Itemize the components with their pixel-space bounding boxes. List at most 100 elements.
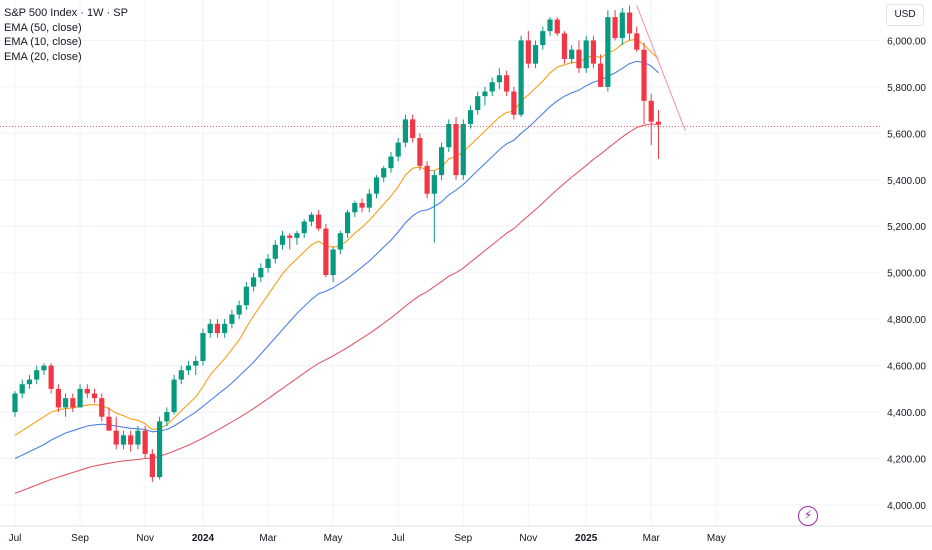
candle xyxy=(583,35,589,73)
ema-50-polyline xyxy=(14,123,659,494)
candle-body xyxy=(63,398,69,408)
candle xyxy=(330,247,336,282)
candle xyxy=(569,45,575,64)
candle xyxy=(222,319,228,338)
symbol-title[interactable]: S&P 500 Index · 1W · SP xyxy=(4,7,128,19)
candle xyxy=(467,105,474,129)
candle-body xyxy=(70,398,76,408)
candle-body xyxy=(655,121,662,125)
candle xyxy=(590,35,596,69)
candle-body xyxy=(460,124,466,176)
candle-body xyxy=(525,40,531,64)
candle-body xyxy=(337,233,343,250)
indicator-ema20-label[interactable]: EMA (20, close) xyxy=(4,50,82,63)
lightning-bolt-icon[interactable]: ⚡︎ xyxy=(798,506,818,526)
chart-legend: S&P 500 Index · 1W · SP EMA (50, close) … xyxy=(4,6,128,64)
candle-body xyxy=(648,100,654,122)
candle-body xyxy=(619,12,625,39)
candle-body xyxy=(395,142,401,157)
candle-body xyxy=(301,221,307,234)
candle xyxy=(171,374,177,415)
price-tick-label: 4,200.00 xyxy=(887,455,926,466)
candle-body xyxy=(287,235,293,238)
price-tick-label: 6,200.00 xyxy=(887,0,926,1)
candle xyxy=(214,319,221,338)
time-tick-label: 2024 xyxy=(192,533,215,544)
candle xyxy=(185,360,192,375)
candle-body xyxy=(185,365,192,371)
candle-body xyxy=(128,435,134,445)
candle xyxy=(402,114,409,148)
candle-body xyxy=(55,388,61,408)
price-tick-label: 5,800.00 xyxy=(887,83,926,94)
candle xyxy=(417,133,423,171)
candle-body xyxy=(467,110,474,125)
candle xyxy=(164,407,170,427)
candle-body xyxy=(489,82,495,92)
candle-body xyxy=(598,63,604,87)
candle-body xyxy=(164,412,170,422)
candle xyxy=(19,379,25,399)
candle xyxy=(388,151,394,173)
candle-body xyxy=(634,33,640,50)
candle-body xyxy=(279,235,286,245)
candle-body xyxy=(532,45,539,64)
candle-body xyxy=(106,416,112,431)
candle xyxy=(70,393,76,413)
indicator-ema10-label[interactable]: EMA (10, close) xyxy=(4,36,82,48)
time-tick-label: Jul xyxy=(392,533,405,544)
candle-body xyxy=(265,258,271,269)
candle xyxy=(157,416,163,480)
indicator-ema50-label[interactable]: EMA (50, close) xyxy=(4,21,82,34)
candle xyxy=(352,200,358,217)
candle xyxy=(26,374,33,389)
time-axis[interactable]: Jul Sep Nov 2024 Mar May Jul Sep Nov 2025 Mar May xyxy=(0,525,932,544)
candle xyxy=(504,70,510,97)
candle-body xyxy=(171,379,177,413)
candle xyxy=(359,198,365,213)
time-tick-label: Nov xyxy=(136,533,154,544)
candle-body xyxy=(48,365,54,389)
candle-body xyxy=(99,398,105,417)
candle-body xyxy=(518,40,524,115)
candle xyxy=(287,233,293,250)
ema-20-line xyxy=(14,60,659,459)
price-tick-label: 5,000.00 xyxy=(887,269,926,280)
candle-body xyxy=(157,421,163,478)
currency-selector[interactable]: USD xyxy=(886,4,924,26)
time-tick-label: Sep xyxy=(71,533,89,544)
candle xyxy=(547,17,553,36)
time-tick-label: 2025 xyxy=(575,533,598,544)
candle-body xyxy=(120,435,127,445)
candle xyxy=(641,42,647,125)
candle-body xyxy=(402,119,409,143)
candle-body xyxy=(113,430,119,445)
candle-body xyxy=(388,156,394,169)
candle xyxy=(337,230,343,255)
candle-body xyxy=(236,305,242,315)
candle xyxy=(655,110,662,159)
price-tick-label: 4,400.00 xyxy=(887,408,926,419)
candle-body xyxy=(554,19,560,34)
candle xyxy=(236,300,242,320)
candle-body xyxy=(135,430,141,445)
candle-body xyxy=(410,119,416,138)
candle-body xyxy=(482,91,488,97)
candle-body xyxy=(547,19,553,32)
candle xyxy=(34,365,40,385)
candle-body xyxy=(504,75,510,92)
candle xyxy=(41,363,47,375)
price-axis[interactable]: 4,000.00 4,200.00 4,400.00 4,600.00 4,800.00… xyxy=(887,0,926,512)
candle-body xyxy=(417,137,423,166)
candle xyxy=(446,119,452,152)
candle xyxy=(496,68,503,90)
candle-body xyxy=(149,453,155,478)
candle-body xyxy=(229,314,235,324)
candle-body xyxy=(381,168,387,178)
candle xyxy=(84,384,90,399)
candle xyxy=(294,230,300,245)
time-tick-label: Mar xyxy=(259,533,277,544)
candle-body xyxy=(446,124,452,148)
candle-body xyxy=(222,323,228,334)
